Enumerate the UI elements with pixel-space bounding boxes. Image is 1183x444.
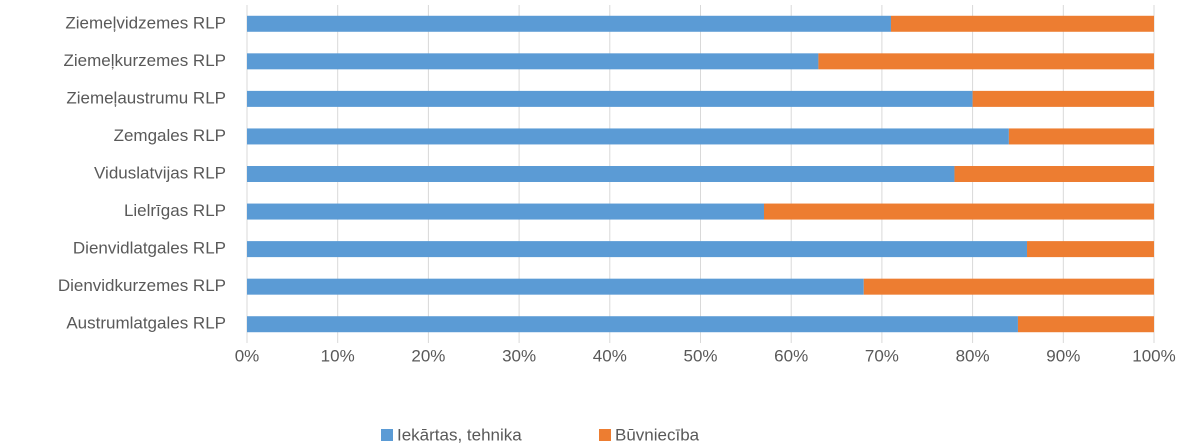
x-tick-label: 0%: [235, 346, 260, 365]
y-tick-label: Austrumlatgales RLP: [66, 314, 226, 333]
bar-segment: [247, 203, 764, 220]
bar-segment: [1008, 128, 1154, 145]
bar-segment: [972, 90, 1154, 107]
bar-segment: [890, 15, 1154, 32]
y-tick-label: Ziemeļvidzemes RLP: [65, 13, 226, 32]
y-tick-label: Zemgales RLP: [114, 126, 226, 145]
x-tick-label: 40%: [593, 346, 627, 365]
y-tick-label: Dienvidlatgales RLP: [73, 239, 226, 258]
x-tick-label: 70%: [865, 346, 899, 365]
x-tick-label: 80%: [956, 346, 990, 365]
bar-segment: [818, 53, 1154, 70]
bar-segment: [1027, 241, 1154, 258]
bar-segment: [247, 90, 973, 107]
bar-segment: [247, 128, 1009, 145]
x-tick-label: 100%: [1132, 346, 1175, 365]
bar-segment: [1017, 316, 1154, 333]
x-tick-label: 20%: [411, 346, 445, 365]
legend-label: Būvniecība: [615, 425, 700, 444]
legend-label: Iekārtas, tehnika: [397, 425, 522, 444]
bar-segment: [954, 166, 1154, 182]
x-tick-label: 60%: [774, 346, 808, 365]
x-tick-label: 50%: [683, 346, 717, 365]
bar-segment: [763, 203, 1154, 220]
y-tick-label: Ziemeļaustrumu RLP: [66, 88, 226, 107]
x-tick-label: 90%: [1046, 346, 1080, 365]
legend-swatch: [381, 429, 393, 441]
bar-segment: [247, 53, 819, 70]
x-tick-label: 10%: [321, 346, 355, 365]
y-tick-label: Dienvidkurzemes RLP: [58, 276, 226, 295]
bar-segment: [247, 15, 891, 32]
y-tick-label: Ziemeļkurzemes RLP: [64, 51, 227, 70]
bar-segment: [247, 166, 955, 182]
bar-segment: [247, 241, 1028, 258]
x-tick-label: 30%: [502, 346, 536, 365]
legend-swatch: [599, 429, 611, 441]
bar-segment: [247, 316, 1018, 333]
y-tick-label: Lielrīgas RLP: [124, 201, 226, 220]
y-tick-label: Viduslatvijas RLP: [94, 163, 226, 182]
bar-segment: [863, 278, 1154, 295]
bar-segment: [247, 278, 864, 295]
